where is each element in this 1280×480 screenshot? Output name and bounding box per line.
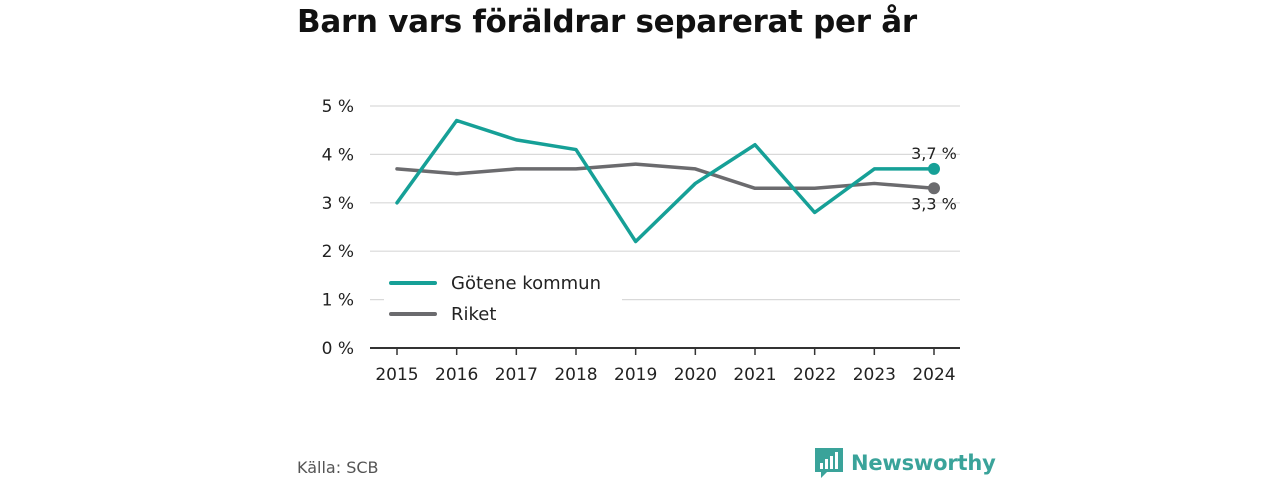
legend: Götene kommun Riket (384, 268, 622, 330)
legend-label: Götene kommun (451, 273, 601, 294)
y-tick-label: 5 % (322, 97, 354, 117)
end-point-riket (928, 182, 940, 195)
end-point-gotene (928, 162, 940, 175)
axis-layer: 0 % 1 % 2 % 3 % 4 % 5 % 2015 2016 2017 2018 2019 20… (322, 97, 960, 385)
legend-label: Riket (451, 304, 496, 325)
end-label-gotene: 3,7 % (911, 144, 957, 163)
brand-logo: Newsworthy (815, 446, 996, 480)
x-tick-label: 2023 (853, 365, 896, 385)
chart-title: Barn vars föräldrar separerat per år (297, 4, 917, 40)
brand-name: Newsworthy (851, 451, 996, 475)
y-tick-label: 2 % (322, 242, 354, 262)
label-layer: 3,7 % 3,3 % (911, 144, 957, 213)
line-chart: 0 % 1 % 2 % 3 % 4 % 5 % 2015 2016 2017 2018 2019 20… (322, 97, 960, 385)
legend-background (384, 268, 622, 330)
x-tick-label: 2015 (375, 365, 418, 385)
x-tick-label: 2019 (614, 365, 657, 385)
series-line-gotene (395, 118, 936, 244)
y-tick-label: 1 % (322, 291, 354, 311)
end-label-riket: 3,3 % (911, 194, 957, 213)
x-tick-label: 2018 (554, 365, 597, 385)
bar-chart-icon (815, 448, 843, 478)
series-line-riket (395, 162, 936, 191)
y-tick-label: 4 % (322, 145, 354, 165)
series-layer (395, 118, 940, 244)
x-tick-label: 2020 (674, 365, 717, 385)
y-tick-label: 3 % (322, 194, 354, 214)
x-tick-label: 2021 (733, 365, 776, 385)
x-tick-label: 2022 (793, 365, 836, 385)
x-tick-label: 2016 (435, 365, 478, 385)
y-tick-label: 0 % (322, 339, 354, 359)
x-tick-label: 2017 (495, 365, 538, 385)
x-tick-label: 2024 (912, 365, 955, 385)
source-note: Källa: SCB (297, 458, 379, 477)
